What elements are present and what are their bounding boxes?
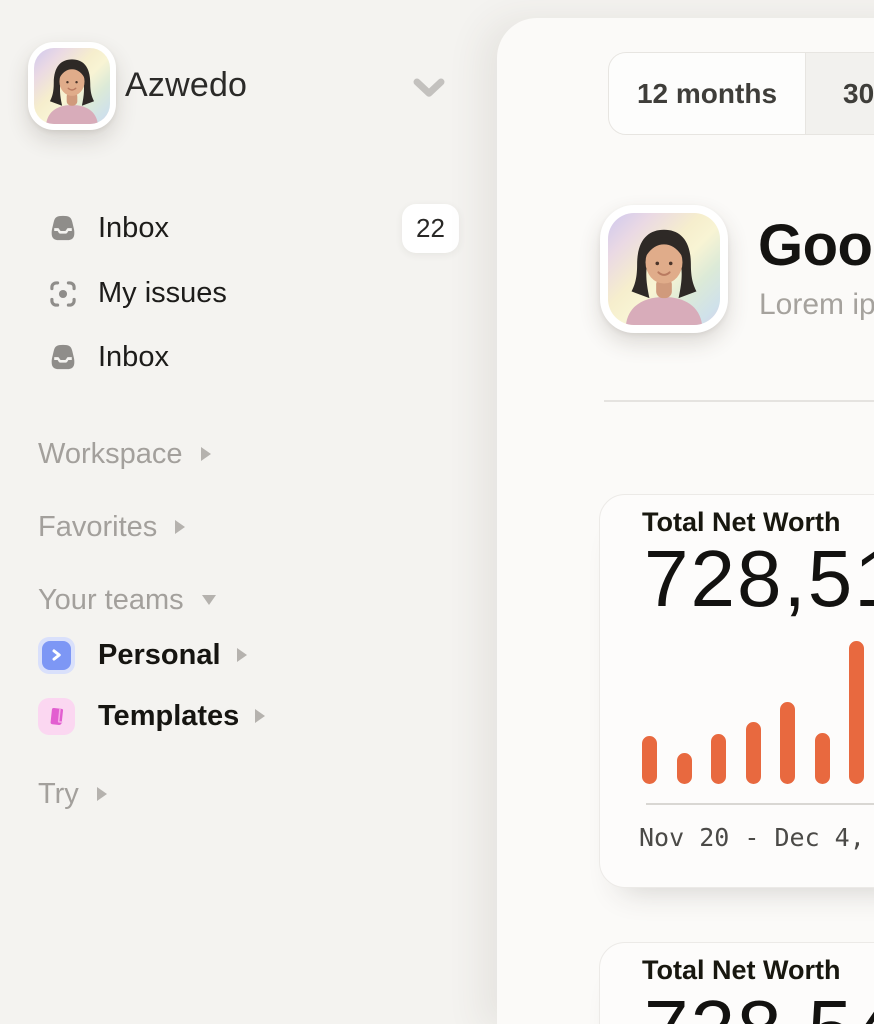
chart-bar (642, 736, 657, 784)
chart-axis-line (646, 803, 874, 805)
caret-right-icon (255, 709, 266, 723)
sidebar-item-inbox[interactable]: Inbox 22 (0, 203, 497, 253)
try-label: Try (38, 777, 79, 810)
card-title: Total Net Worth (642, 507, 841, 537)
net-worth-card-2: Total Net Worth 728,540 (599, 942, 874, 1024)
badge-count: 22 (416, 213, 445, 243)
focus-target-icon (50, 281, 76, 307)
inbox-icon (51, 344, 75, 370)
book-icon (50, 707, 64, 725)
tab-12-months[interactable]: 12 months (609, 53, 806, 134)
net-worth-value: 728,510 (644, 534, 874, 623)
section-label: Workspace (38, 437, 183, 470)
caret-right-icon (200, 447, 211, 461)
caret-right-icon (236, 648, 247, 662)
templates-team-chip (38, 697, 75, 735)
sidebar-section-favorites[interactable]: Favorites (38, 509, 186, 545)
sidebar: Azwedo Inbox 22 My issues Inbo (0, 42, 497, 812)
section-label: Your teams (38, 583, 184, 616)
chart-date-range: Nov 20 - Dec 4, (639, 823, 865, 852)
caret-down-icon (201, 595, 216, 605)
sidebar-section-your-teams[interactable]: Your teams (38, 582, 216, 618)
section-label: Favorites (38, 510, 158, 543)
tab-label: 30 days (843, 77, 874, 109)
sidebar-section-workspace[interactable]: Workspace (38, 436, 211, 472)
chart-bar (676, 753, 692, 784)
net-worth-card: Total Net Worth 728,510 Nov 20 - Dec 4, (599, 494, 874, 888)
caret-right-icon (175, 520, 186, 534)
personal-team-chip (38, 636, 75, 674)
section-divider (604, 400, 874, 402)
inbox-count-badge: 22 (402, 204, 459, 253)
terminal-prompt-icon (52, 649, 61, 661)
workspace-switcher[interactable]: Azwedo (28, 42, 458, 130)
tab-30-days[interactable]: 30 days (806, 53, 874, 134)
card-title: Total Net Worth (642, 955, 841, 985)
sidebar-item-label: Inbox (98, 212, 169, 244)
team-label: Personal (98, 638, 221, 671)
workspace-name: Azwedo (125, 66, 248, 104)
sidebar-item-inbox-2[interactable]: Inbox (0, 332, 497, 382)
sidebar-item-my-issues[interactable]: My issues (0, 268, 497, 318)
greeting-title: Good morning (758, 213, 874, 278)
chart-bar (814, 733, 830, 784)
woman-portrait-pastel-avatar (34, 48, 110, 124)
chart-bar (711, 734, 726, 784)
sidebar-item-try[interactable]: Try (38, 776, 107, 812)
user-avatar (28, 42, 116, 130)
sidebar-team-templates[interactable]: Templates (38, 696, 458, 736)
chart-bar (849, 641, 864, 784)
sidebar-item-label: Inbox (98, 341, 169, 373)
sidebar-item-label: My issues (98, 277, 227, 309)
team-label: Templates (98, 699, 240, 732)
inbox-icon (51, 215, 75, 241)
time-range-tabs: 12 months 30 days (608, 52, 874, 135)
caret-right-icon (96, 787, 107, 801)
woman-portrait-pastel-avatar (608, 213, 720, 325)
greeting-avatar (600, 205, 728, 333)
sidebar-team-personal[interactable]: Personal (38, 635, 458, 675)
tab-label: 12 months (636, 77, 778, 109)
net-worth-bar-chart (642, 641, 864, 784)
greeting-subtitle: Lorem ipsum (759, 288, 874, 321)
chevron-down-icon (413, 78, 445, 97)
chart-bar (780, 702, 795, 784)
chart-bar (745, 722, 761, 784)
net-worth-value: 728,540 (644, 987, 874, 1024)
